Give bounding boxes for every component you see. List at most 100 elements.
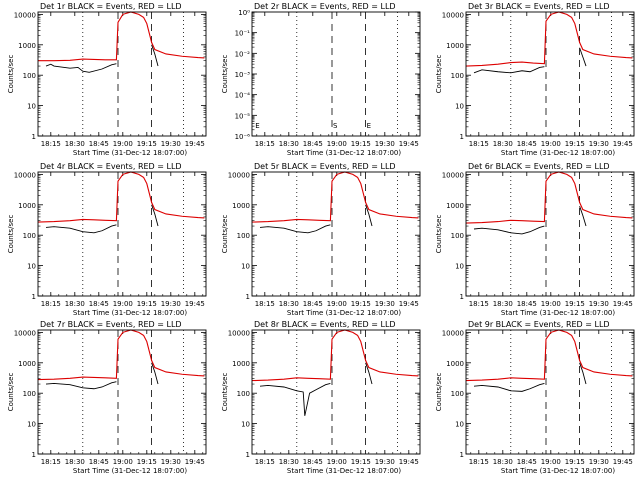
y-tick-label: 100 [451, 232, 464, 240]
x-tick-label: 19:15 [351, 300, 371, 308]
y-axis-label: Counts/sec [435, 373, 443, 412]
plot-frame [251, 329, 421, 455]
x-axis-label: Start Time (31-Dec-12 18:07:00) [501, 309, 615, 317]
lld-series-line [465, 171, 633, 224]
lld-series-line [251, 329, 419, 382]
x-tick-label: 18:45 [517, 458, 537, 466]
x-tick-label: 19:45 [613, 300, 633, 308]
x-tick-label: 18:15 [469, 458, 489, 466]
x-tick-label: 18:15 [41, 300, 61, 308]
x-tick-label: 18:30 [279, 458, 299, 466]
x-axis-label: Start Time (31-Dec-12 18:07:00) [73, 149, 187, 157]
panel-title: Det 3r BLACK = Events, RED = LLD [468, 2, 610, 11]
x-tick-label: 19:00 [327, 458, 347, 466]
x-tick-label: 18:30 [493, 300, 513, 308]
y-tick-label: 10⁰ [238, 9, 250, 17]
y-tick-label: 10⁻³ [235, 71, 251, 79]
x-tick-label: 18:30 [65, 300, 85, 308]
y-tick-label: 10000 [442, 171, 464, 179]
x-tick-label: 18:15 [255, 458, 275, 466]
events-series-line [45, 224, 117, 234]
x-tick-label: 19:30 [161, 140, 181, 148]
x-tick-label: 19:00 [541, 458, 561, 466]
y-tick-label: 10 [27, 263, 36, 271]
lld-series-line [465, 329, 633, 382]
events-series-line [259, 224, 331, 234]
x-tick-label: 19:45 [613, 458, 633, 466]
marker-glyph-label: E [367, 122, 371, 130]
plot-frame [37, 171, 207, 297]
y-tick-label: 10⁻⁶ [235, 133, 251, 141]
events-series-line [579, 362, 587, 385]
events-series-line [45, 63, 117, 73]
y-tick-label: 10000 [228, 329, 250, 337]
x-tick-label: 19:45 [185, 300, 205, 308]
y-tick-label: 10⁻⁴ [235, 92, 251, 100]
x-axis-label: Start Time (31-Dec-12 18:07:00) [287, 309, 401, 317]
plot-frame [465, 171, 635, 297]
y-tick-label: 10000 [442, 11, 464, 19]
events-series-line [151, 204, 159, 227]
y-axis-label: Counts/sec [221, 215, 229, 254]
plot-frame [251, 11, 421, 137]
y-tick-label: 1000 [446, 360, 464, 368]
y-tick-label: 10⁻² [235, 50, 251, 58]
panel-title: Det 6r BLACK = Events, RED = LLD [468, 162, 610, 171]
y-tick-label: 10 [241, 421, 250, 429]
lld-series-line [38, 11, 205, 62]
plot-frame [465, 329, 635, 455]
x-axis-label: Start Time (31-Dec-12 18:07:00) [501, 149, 615, 157]
detector-panel-6: Det 6r BLACK = Events, RED = LLD 18:15 18:… [435, 162, 635, 317]
y-tick-label: 1 [460, 451, 464, 459]
panel-title: Det 9r BLACK = Events, RED = LLD [468, 320, 610, 329]
detector-panel-4: Det 4r BLACK = Events, RED = LLD 18:15 18:… [7, 162, 207, 317]
y-tick-label: 10000 [14, 171, 36, 179]
x-tick-label: 19:30 [589, 458, 609, 466]
x-axis-label: Start Time (31-Dec-12 18:07:00) [287, 467, 401, 475]
y-tick-label: 1 [460, 293, 464, 301]
lld-series-line [251, 171, 419, 223]
plot-frame [37, 11, 207, 137]
y-tick-label: 100 [451, 72, 464, 80]
x-tick-label: 19:30 [375, 300, 395, 308]
x-tick-label: 19:30 [589, 300, 609, 308]
x-tick-label: 18:45 [517, 300, 537, 308]
y-tick-label: 10 [27, 103, 36, 111]
x-axis-label: Start Time (31-Dec-12 18:07:00) [73, 309, 187, 317]
x-tick-label: 18:45 [303, 140, 323, 148]
y-tick-label: 1 [32, 293, 36, 301]
y-tick-label: 1000 [232, 202, 250, 210]
x-tick-label: 18:15 [255, 300, 275, 308]
panel-title: Det 2r BLACK = Events, RED = LLD [254, 2, 396, 11]
y-axis-label: Counts/sec [435, 215, 443, 254]
x-tick-label: 19:15 [565, 140, 585, 148]
x-tick-label: 19:45 [185, 140, 205, 148]
y-tick-label: 10⁻¹ [235, 30, 251, 38]
x-tick-label: 19:00 [541, 140, 561, 148]
y-axis-label: Counts/sec [221, 373, 229, 412]
x-axis-label: Start Time (31-Dec-12 18:07:00) [73, 467, 187, 475]
x-tick-label: 19:00 [113, 458, 133, 466]
detector-panel-1: Det 1r BLACK = Events, RED = LLD 18:15 18:… [7, 2, 207, 157]
events-series-line [151, 44, 159, 67]
y-tick-label: 1 [32, 133, 36, 141]
events-series-line [151, 362, 159, 385]
panel-title: Det 1r BLACK = Events, RED = LLD [40, 2, 182, 11]
y-tick-label: 100 [23, 390, 36, 398]
y-axis-label: Counts/sec [7, 55, 15, 94]
x-tick-label: 19:30 [161, 458, 181, 466]
x-tick-label: 18:30 [65, 458, 85, 466]
x-tick-label: 18:30 [493, 458, 513, 466]
events-series-line [365, 204, 373, 227]
y-axis-label: Counts/sec [435, 55, 443, 94]
x-tick-label: 18:15 [41, 458, 61, 466]
y-tick-label: 1000 [446, 42, 464, 50]
x-axis-label: Start Time (31-Dec-12 18:07:00) [287, 149, 401, 157]
y-tick-label: 1000 [446, 202, 464, 210]
detector-panel-7: Det 7r BLACK = Events, RED = LLD 18:15 18:… [7, 320, 207, 475]
y-tick-label: 100 [23, 232, 36, 240]
x-tick-label: 19:00 [113, 300, 133, 308]
events-series-line [259, 382, 331, 416]
